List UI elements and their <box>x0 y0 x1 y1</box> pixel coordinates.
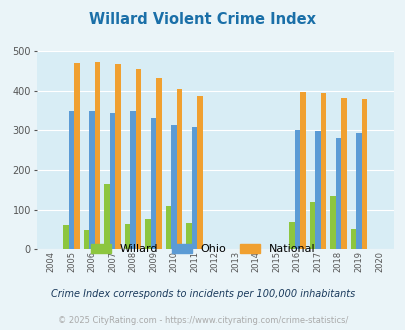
Bar <box>288 222 294 249</box>
Bar <box>68 111 74 249</box>
Bar <box>186 223 192 249</box>
Bar <box>150 118 156 249</box>
Text: Crime Index corresponds to incidents per 100,000 inhabitants: Crime Index corresponds to incidents per… <box>51 289 354 299</box>
Bar <box>63 225 68 249</box>
Bar <box>136 69 141 249</box>
Bar <box>156 78 162 249</box>
Bar <box>340 98 346 249</box>
Bar <box>130 111 136 249</box>
Bar <box>171 125 177 249</box>
Bar <box>192 127 197 249</box>
Bar <box>74 63 79 249</box>
Bar <box>294 130 299 249</box>
Bar <box>177 89 182 249</box>
Bar <box>115 64 121 249</box>
Bar <box>314 131 320 249</box>
Bar <box>124 224 130 249</box>
Bar <box>320 93 325 249</box>
Bar <box>309 202 314 249</box>
Bar <box>145 219 150 249</box>
Bar <box>350 229 355 249</box>
Bar <box>94 62 100 249</box>
Legend: Willard, Ohio, National: Willard, Ohio, National <box>86 239 319 258</box>
Bar <box>89 111 94 249</box>
Bar <box>165 206 171 249</box>
Bar <box>335 138 340 249</box>
Bar <box>299 91 305 249</box>
Bar <box>109 113 115 249</box>
Bar <box>355 133 361 249</box>
Text: © 2025 CityRating.com - https://www.cityrating.com/crime-statistics/: © 2025 CityRating.com - https://www.city… <box>58 316 347 325</box>
Bar <box>83 230 89 249</box>
Bar <box>104 184 109 249</box>
Text: Willard Violent Crime Index: Willard Violent Crime Index <box>89 12 316 26</box>
Bar <box>197 95 202 249</box>
Bar <box>329 196 335 249</box>
Bar <box>361 99 367 249</box>
